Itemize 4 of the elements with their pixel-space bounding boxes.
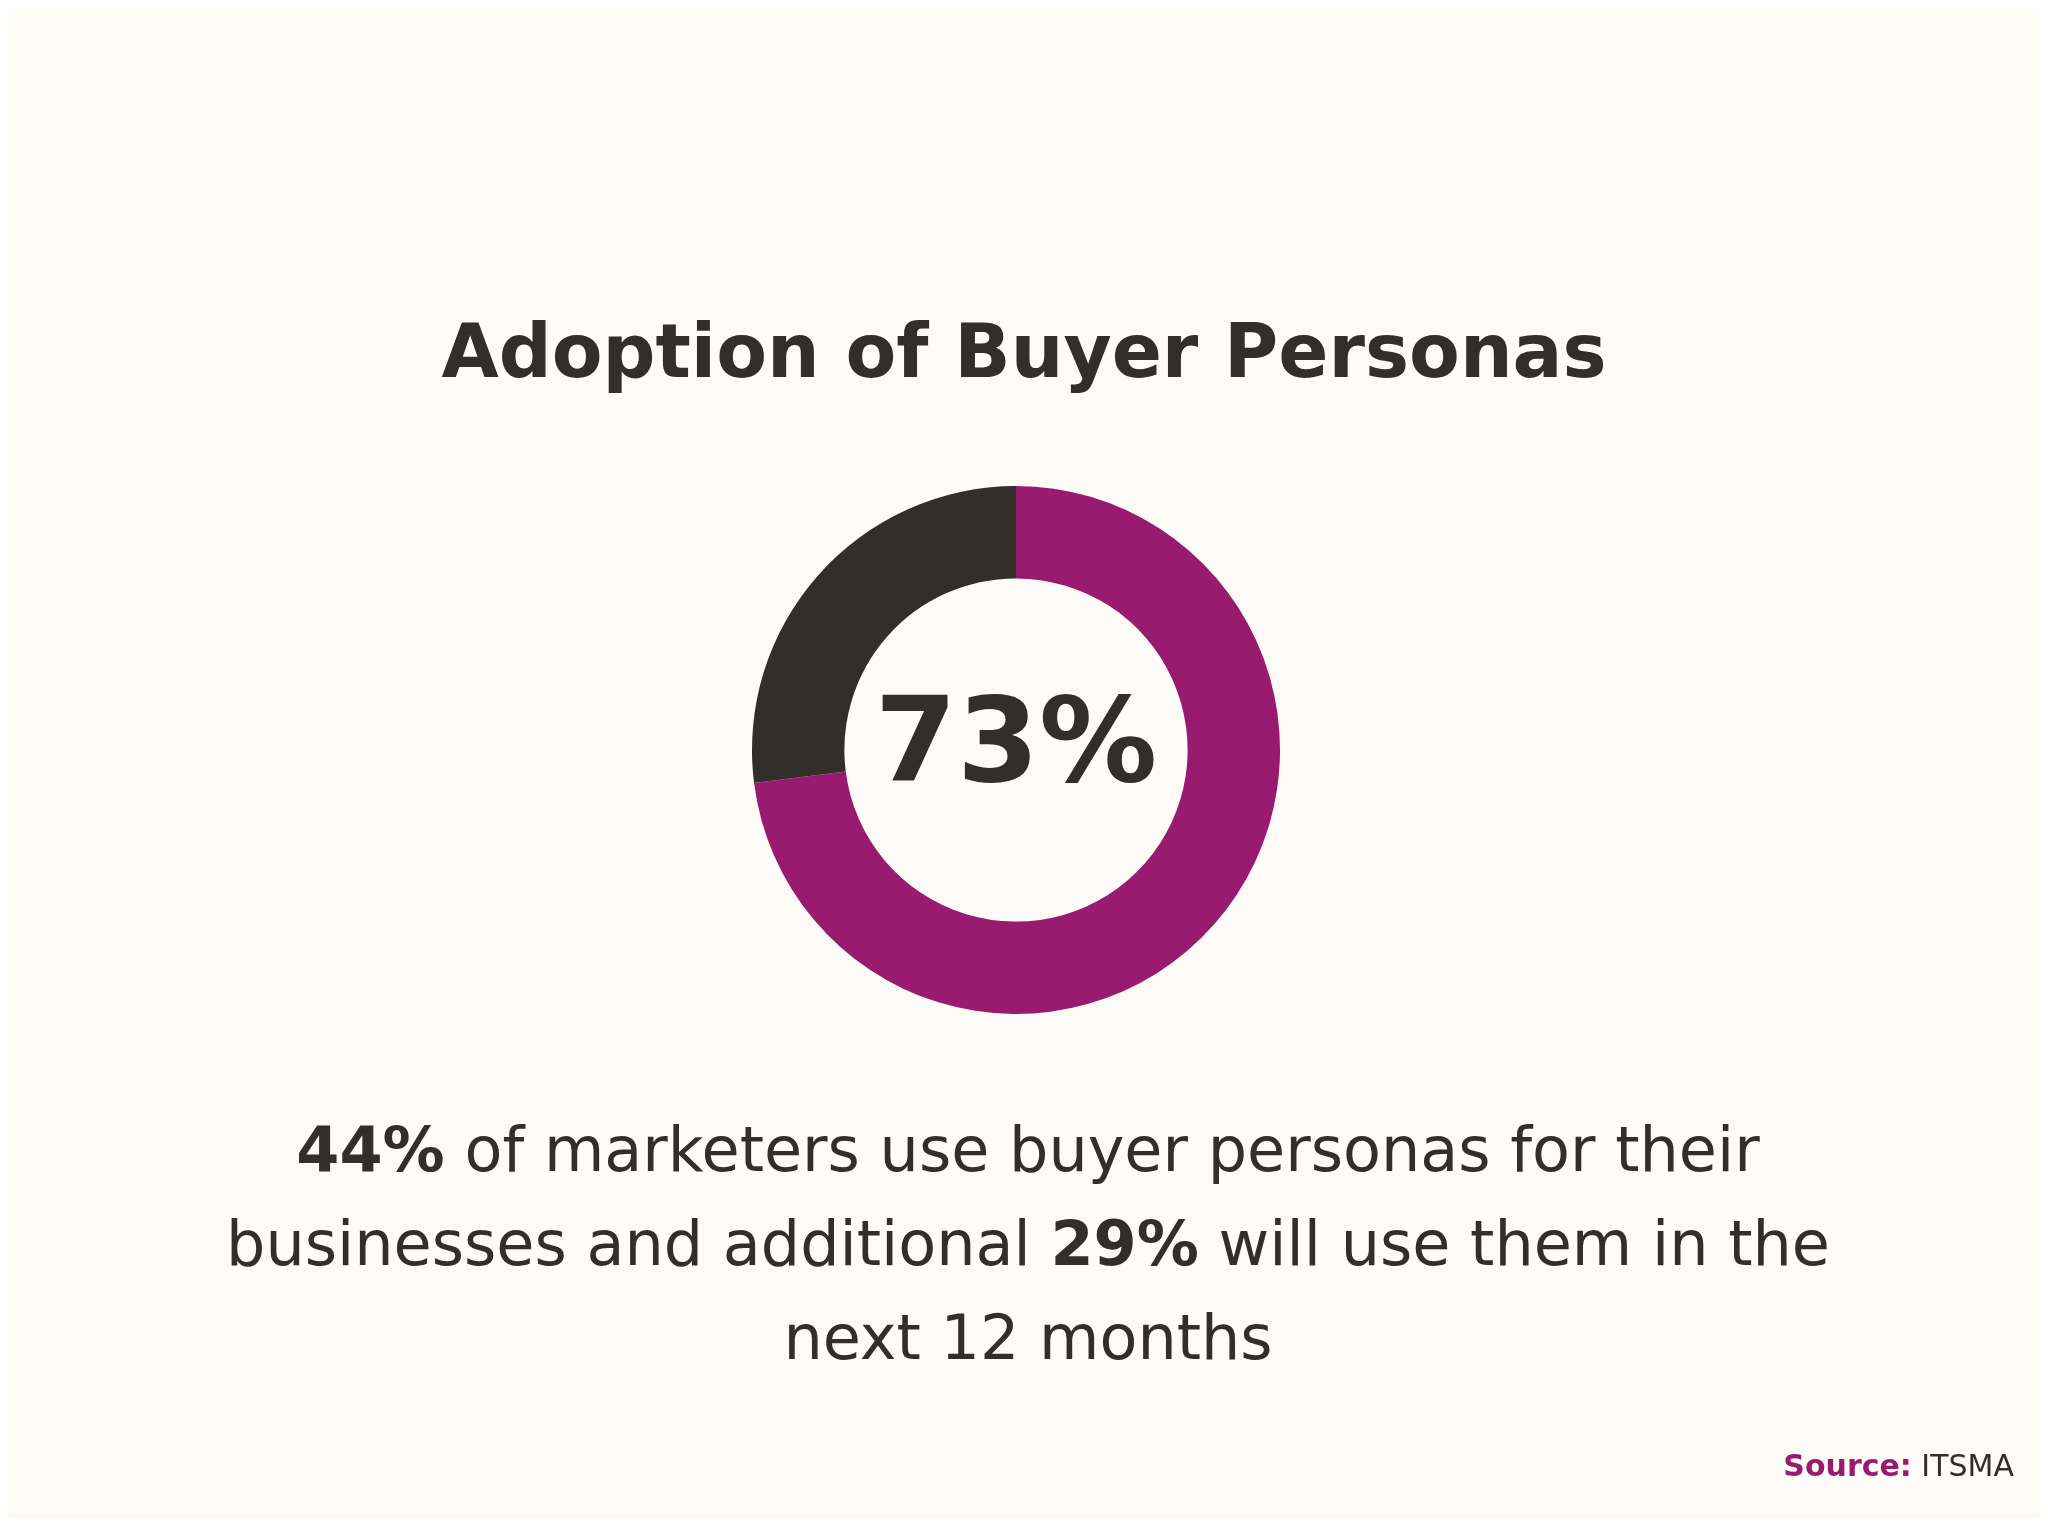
chart-title: Adoption of Buyer Personas — [440, 308, 1608, 394]
text: 44% of marketers use buyer personas for their businesses and additional 29% will use them in the next 12 months — [226, 1113, 1830, 1374]
text: 73% — [874, 670, 1158, 809]
source-note: Source: ITSMA — [1783, 1448, 2014, 1483]
